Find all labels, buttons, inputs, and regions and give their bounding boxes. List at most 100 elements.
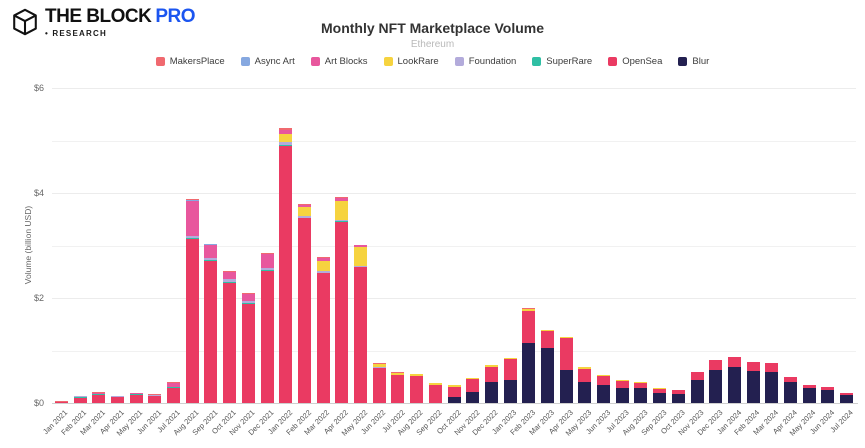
- legend-item-superrare[interactable]: SuperRare: [532, 56, 592, 67]
- bar-segment-foundation[interactable]: [204, 257, 218, 261]
- bar-segment-lookrare[interactable]: [634, 382, 648, 383]
- bar-segment-makersplace[interactable]: [354, 244, 367, 246]
- bar-jun-2021[interactable]: [148, 394, 162, 403]
- bar-segment-art-blocks[interactable]: [354, 245, 367, 248]
- bar-segment-opensea[interactable]: [821, 387, 835, 390]
- bar-segment-blur[interactable]: [840, 395, 854, 403]
- bar-segment-superrare[interactable]: [335, 221, 349, 222]
- bar-segment-lookrare[interactable]: [559, 336, 573, 338]
- bar-aug-2022[interactable]: [410, 373, 424, 403]
- bar-segment-makersplace[interactable]: [335, 197, 349, 199]
- bar-segment-opensea[interactable]: [522, 311, 536, 344]
- bar-oct-2022[interactable]: [447, 385, 461, 403]
- bar-segment-superrare[interactable]: [129, 394, 143, 396]
- bar-dec-2021[interactable]: [260, 252, 274, 403]
- bar-apr-2022[interactable]: [335, 197, 349, 403]
- bar-segment-superrare[interactable]: [297, 217, 311, 219]
- bar-segment-opensea[interactable]: [260, 270, 274, 403]
- bar-segment-lookrare[interactable]: [372, 364, 386, 368]
- bar-feb-2024[interactable]: [746, 362, 760, 403]
- bar-segment-superrare[interactable]: [354, 266, 367, 268]
- bar-segment-lookrare[interactable]: [503, 357, 517, 359]
- bar-aug-2023[interactable]: [634, 382, 648, 403]
- bar-segment-blur[interactable]: [746, 370, 760, 403]
- bar-segment-opensea[interactable]: [746, 362, 760, 371]
- bar-segment-makersplace[interactable]: [372, 363, 386, 364]
- bar-segment-opensea[interactable]: [110, 397, 124, 403]
- bar-segment-opensea[interactable]: [391, 375, 405, 403]
- bar-jul-2021[interactable]: [167, 382, 181, 403]
- bar-segment-opensea[interactable]: [185, 238, 199, 403]
- bar-segment-lookrare[interactable]: [522, 308, 536, 312]
- bar-segment-opensea[interactable]: [765, 363, 779, 372]
- bar-segment-opensea[interactable]: [410, 376, 424, 403]
- bar-segment-blur[interactable]: [727, 366, 741, 403]
- bar-segment-opensea[interactable]: [578, 369, 592, 382]
- bar-segment-superrare[interactable]: [148, 395, 162, 397]
- bar-segment-makersplace[interactable]: [279, 127, 293, 130]
- bar-segment-lookrare[interactable]: [447, 385, 461, 387]
- bar-segment-makersplace[interactable]: [185, 199, 199, 201]
- bar-segment-superrare[interactable]: [204, 260, 218, 262]
- bar-segment-makersplace[interactable]: [204, 243, 218, 245]
- bar-segment-lookrare[interactable]: [484, 365, 498, 367]
- bar-mar-2024[interactable]: [765, 363, 779, 403]
- bar-segment-foundation[interactable]: [185, 235, 199, 238]
- bar-segment-superrare[interactable]: [73, 396, 87, 398]
- bar-segment-opensea[interactable]: [727, 356, 741, 367]
- bar-feb-2023[interactable]: [522, 308, 536, 403]
- bar-feb-2022[interactable]: [297, 203, 311, 403]
- bar-segment-superrare[interactable]: [223, 281, 237, 284]
- bar-oct-2023[interactable]: [671, 389, 685, 403]
- bar-segment-art-blocks[interactable]: [185, 201, 199, 236]
- bar-segment-lookrare[interactable]: [279, 133, 293, 143]
- bar-jul-2024[interactable]: [840, 393, 854, 403]
- bar-segment-opensea[interactable]: [840, 393, 854, 396]
- bar-segment-foundation[interactable]: [297, 216, 311, 218]
- bar-segment-blur[interactable]: [597, 385, 611, 403]
- bar-segment-opensea[interactable]: [54, 401, 68, 403]
- bar-segment-opensea[interactable]: [223, 283, 237, 403]
- bar-jul-2023[interactable]: [615, 379, 629, 403]
- bar-segment-opensea[interactable]: [167, 387, 181, 403]
- bar-segment-opensea[interactable]: [466, 378, 480, 392]
- bar-segment-opensea[interactable]: [709, 359, 723, 370]
- bar-oct-2021[interactable]: [223, 271, 237, 403]
- bar-segment-opensea[interactable]: [597, 375, 611, 386]
- bar-segment-opensea[interactable]: [73, 397, 87, 403]
- bar-segment-opensea[interactable]: [129, 395, 143, 403]
- bar-segment-art-blocks[interactable]: [372, 363, 386, 365]
- bar-segment-blur[interactable]: [466, 391, 480, 403]
- bar-segment-opensea[interactable]: [671, 389, 685, 395]
- bar-segment-lookrare[interactable]: [335, 201, 349, 221]
- bar-segment-opensea[interactable]: [279, 145, 293, 403]
- bar-segment-lookrare[interactable]: [410, 373, 424, 376]
- bar-segment-foundation[interactable]: [148, 395, 162, 396]
- bar-segment-opensea[interactable]: [316, 273, 330, 403]
- bar-nov-2021[interactable]: [241, 293, 255, 403]
- legend-item-makersplace[interactable]: MakersPlace: [155, 56, 225, 67]
- bar-may-2021[interactable]: [129, 392, 143, 403]
- bar-segment-superrare[interactable]: [92, 394, 106, 396]
- bar-segment-art-blocks[interactable]: [204, 244, 218, 258]
- bar-segment-opensea[interactable]: [354, 267, 367, 403]
- bar-segment-lookrare[interactable]: [316, 260, 330, 272]
- bar-segment-art-blocks[interactable]: [260, 253, 274, 268]
- bar-segment-makersplace[interactable]: [241, 293, 255, 295]
- bar-segment-opensea[interactable]: [784, 376, 798, 382]
- bar-aug-2021[interactable]: [185, 199, 199, 403]
- bar-segment-opensea[interactable]: [92, 395, 106, 403]
- bar-segment-foundation[interactable]: [335, 220, 349, 222]
- bar-jun-2022[interactable]: [372, 363, 386, 403]
- bar-segment-makersplace[interactable]: [92, 392, 106, 394]
- bar-segment-blur[interactable]: [503, 379, 517, 403]
- bar-may-2024[interactable]: [802, 385, 816, 403]
- bar-segment-art-blocks[interactable]: [279, 129, 293, 134]
- bar-segment-superrare[interactable]: [185, 237, 199, 239]
- bar-segment-art-blocks[interactable]: [316, 257, 330, 261]
- bar-jan-2024[interactable]: [727, 356, 741, 403]
- bar-segment-blur[interactable]: [671, 394, 685, 403]
- bar-segment-async-art[interactable]: [204, 244, 218, 245]
- bar-may-2022[interactable]: [354, 244, 367, 403]
- bar-segment-blur[interactable]: [802, 387, 816, 403]
